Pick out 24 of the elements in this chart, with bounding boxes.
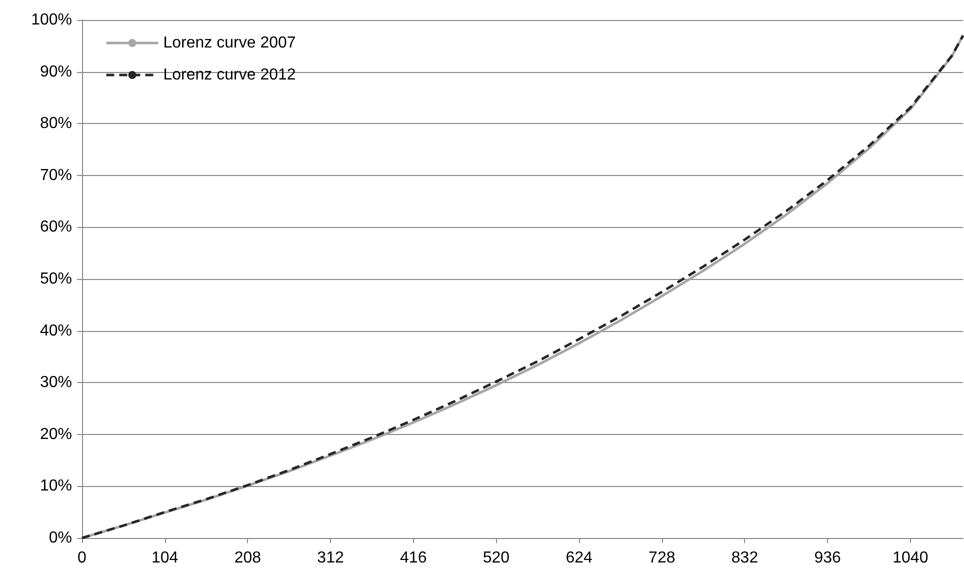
x-tick-label: 312 — [317, 550, 344, 566]
y-tick-label: 100% — [31, 12, 72, 28]
x-tick-label: 208 — [234, 550, 262, 566]
y-tick-label: 0% — [48, 530, 72, 546]
legend-label: Lorenz curve 2007 — [163, 34, 296, 52]
y-tick-label: 20% — [40, 426, 72, 443]
y-tick-label: 50% — [40, 270, 72, 288]
x-tick-label: 1040 — [892, 550, 928, 566]
y-tick-label: 80% — [40, 115, 72, 132]
y-tick-label: 90% — [40, 63, 72, 80]
y-tick-label: 30% — [40, 374, 72, 392]
x-tick-label: 0 — [78, 550, 87, 566]
x-tick-label: 520 — [482, 550, 510, 566]
y-tick-label: 60% — [40, 218, 72, 236]
y-tick-label: 40% — [40, 322, 72, 340]
x-tick-label: 936 — [814, 550, 842, 566]
x-tick-label: 416 — [400, 550, 427, 566]
y-tick-label: 10% — [40, 478, 72, 495]
x-tick-label: 104 — [151, 550, 178, 566]
x-tick-label: 832 — [731, 550, 758, 566]
x-tick-label: 728 — [648, 550, 676, 566]
legend-label: Lorenz curve 2012 — [163, 66, 296, 84]
x-tick-label: 624 — [566, 550, 592, 566]
y-tick-label: 70% — [40, 166, 72, 184]
